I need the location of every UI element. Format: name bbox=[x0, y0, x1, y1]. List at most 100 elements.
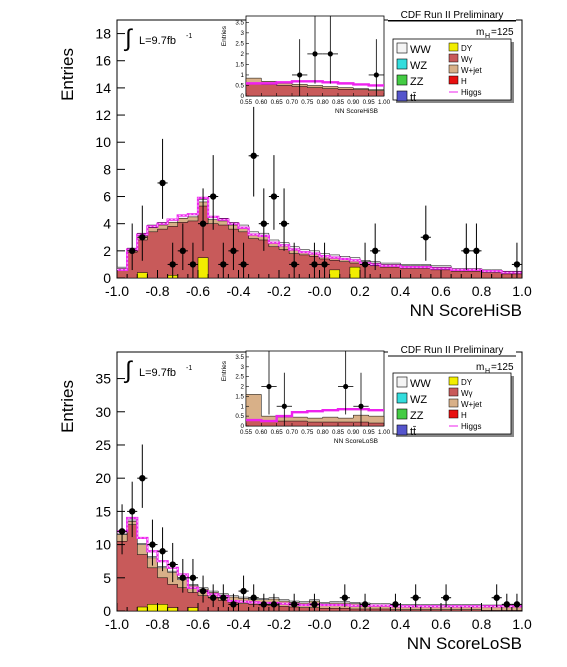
data-point bbox=[290, 601, 298, 608]
dy-bar bbox=[137, 606, 148, 612]
legend-swatch-DY bbox=[448, 42, 459, 52]
legend-swatch-tt bbox=[396, 90, 408, 102]
legend-label: Higgs bbox=[461, 88, 481, 97]
x-tick-label: -0.4 bbox=[226, 616, 250, 632]
inset-x-tick-label: 0.90 bbox=[347, 99, 360, 106]
inset-data-point bbox=[297, 72, 303, 78]
data-point bbox=[473, 247, 480, 255]
x-axis-title: NN ScoreHiSB bbox=[410, 301, 522, 320]
legend-label: Wγ bbox=[461, 55, 473, 64]
x-tick-label: 0.2 bbox=[350, 616, 370, 632]
data-point bbox=[412, 594, 419, 601]
data-point bbox=[230, 247, 237, 255]
data-point bbox=[139, 234, 146, 241]
inset-y-axis-title: Entries bbox=[221, 25, 228, 46]
legend-swatch-Wjet bbox=[448, 64, 459, 74]
dy-bar bbox=[349, 266, 361, 279]
x-tick-label: -0.4 bbox=[226, 283, 250, 299]
data-point bbox=[513, 261, 521, 268]
data-point bbox=[179, 247, 187, 255]
inset-y-tick-label: 2.5 bbox=[235, 374, 244, 381]
y-tick-label: 25 bbox=[95, 437, 111, 453]
data-point bbox=[260, 220, 268, 227]
legend-label: WZ bbox=[410, 60, 427, 72]
inset-data-point bbox=[266, 383, 272, 390]
inset-y-tick-label: 3 bbox=[241, 30, 245, 37]
data-point bbox=[341, 594, 349, 601]
inset-plot: 0.55 0.60 0.65 0.70 0.75 0.80 0.85 0.90 0.95 1.00… bbox=[221, 350, 391, 445]
data-point bbox=[361, 601, 369, 608]
inset-x-tick-label: 0.75 bbox=[301, 99, 314, 106]
lumi-label: L=9.7fb bbox=[139, 367, 176, 379]
legend-label: WW bbox=[410, 44, 431, 56]
inset-higgs-line bbox=[246, 80, 384, 87]
data-point bbox=[503, 601, 511, 608]
legend-label: ZZ bbox=[410, 76, 424, 88]
x-tick-label: -0.8 bbox=[145, 283, 169, 299]
data-point bbox=[290, 261, 298, 268]
data-point bbox=[280, 220, 288, 227]
x-tick-label: 0.6 bbox=[431, 616, 451, 632]
data-point bbox=[311, 261, 318, 268]
x-tick-label: -0.8 bbox=[145, 616, 169, 632]
x-tick-label: 0.2 bbox=[350, 283, 370, 299]
data-point bbox=[311, 601, 318, 608]
x-tick-label: -0.0 bbox=[307, 616, 331, 632]
lumi-exponent: -1 bbox=[186, 33, 192, 40]
integral-symbol: ∫ bbox=[123, 25, 133, 52]
legend-label: tt̄ bbox=[410, 426, 416, 438]
legend-label: WZ bbox=[410, 394, 427, 406]
inset-x-tick-label: 0.70 bbox=[286, 99, 299, 106]
data-point bbox=[270, 601, 278, 608]
dy-bar bbox=[187, 607, 199, 612]
y-tick-label: 35 bbox=[95, 371, 111, 387]
x-tick-label: 1.0 bbox=[512, 283, 532, 299]
y-tick-label: 20 bbox=[95, 470, 111, 486]
inset-y-tick-label: 1.5 bbox=[235, 61, 244, 68]
dy-bar bbox=[197, 257, 209, 279]
legend-swatch-H bbox=[448, 409, 459, 419]
legend-label: ZZ bbox=[410, 410, 424, 422]
data-point bbox=[189, 574, 197, 581]
inset-y-tick-label: 0 bbox=[241, 93, 245, 100]
x-tick-label: 0.4 bbox=[391, 283, 411, 299]
x-tick-label: 0.8 bbox=[472, 283, 492, 299]
data-point bbox=[118, 528, 126, 535]
panel-2: -1.0 -0.8 -0.6 -0.4 -0.2 -0.0 0.2 0.4 0.6 0.8 1.00… bbox=[58, 343, 532, 653]
legend-swatch-WW bbox=[396, 376, 408, 388]
data-point bbox=[250, 594, 257, 601]
y-tick-label: 14 bbox=[95, 80, 111, 96]
legend-label: DY bbox=[461, 378, 473, 387]
dy-bar bbox=[147, 604, 158, 612]
x-tick-label: 1.0 bbox=[512, 616, 532, 632]
inset-x-tick-label: 0.80 bbox=[317, 99, 330, 106]
x-tick-label: -0.2 bbox=[267, 616, 291, 632]
legend-label: W+jet bbox=[461, 66, 482, 75]
chart-title: CDF Run II Preliminary bbox=[401, 10, 504, 21]
data-point bbox=[463, 247, 470, 255]
inset-x-tick-label: 0.85 bbox=[332, 429, 345, 436]
panel-1: -1.0 -0.8 -0.6 -0.4 -0.2 -0.0 0.2 0.4 0.6 0.8 1.00… bbox=[58, 8, 532, 320]
legend-label: H bbox=[461, 77, 467, 86]
dy-bar bbox=[167, 607, 178, 612]
data-point bbox=[513, 601, 521, 608]
y-tick-label: 18 bbox=[95, 26, 111, 42]
inset-x-tick-label: 0.95 bbox=[363, 99, 376, 106]
y-tick-label: 5 bbox=[103, 570, 111, 586]
data-point bbox=[199, 587, 207, 595]
integral-symbol: ∫ bbox=[123, 357, 133, 384]
y-tick-label: 15 bbox=[95, 503, 111, 519]
inset-y-tick-label: 3 bbox=[241, 364, 245, 371]
inset-y-tick-label: 0 bbox=[241, 423, 245, 430]
inset-y-tick-label: 1.5 bbox=[235, 393, 244, 400]
x-tick-label: 0.8 bbox=[472, 616, 492, 632]
inset-y-tick-label: 3.5 bbox=[235, 19, 244, 26]
y-tick-label: 2 bbox=[103, 243, 111, 259]
y-axis-title: Entries bbox=[58, 48, 77, 101]
data-point bbox=[240, 587, 247, 595]
legend-swatch-H bbox=[448, 75, 459, 85]
dy-bar bbox=[137, 272, 148, 279]
x-axis-title: NN ScoreLoSB bbox=[407, 634, 522, 653]
y-tick-label: 16 bbox=[95, 53, 111, 69]
dy-bar bbox=[329, 269, 340, 279]
